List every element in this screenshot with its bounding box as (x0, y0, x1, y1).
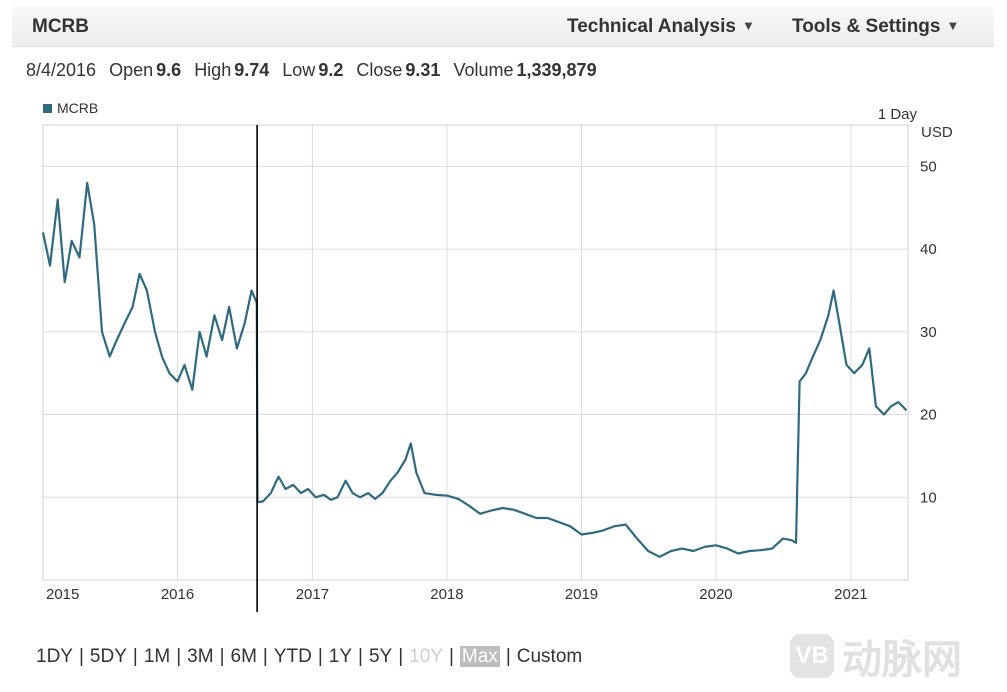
range-separator: | (132, 646, 138, 667)
technical-analysis-label: Technical Analysis (567, 16, 736, 37)
close-label: Close (356, 60, 403, 80)
range-separator: | (78, 646, 84, 667)
x-tick-label: 2015 (46, 586, 79, 603)
range-option-6m[interactable]: 6M (230, 646, 257, 667)
technical-analysis-menu[interactable]: Technical Analysis ▼ (567, 16, 755, 38)
x-tick-label: 2017 (296, 586, 329, 603)
range-option-5dy[interactable]: 5DY (89, 646, 127, 667)
x-tick-label: 2019 (565, 586, 598, 603)
tools-settings-label: Tools & Settings (792, 16, 941, 37)
low-value: 9.2 (318, 60, 344, 80)
interval-label: 1 Day (878, 106, 918, 123)
y-tick-label: 50 (920, 158, 937, 175)
x-tick-label: 2016 (161, 586, 194, 603)
range-option-1m[interactable]: 1M (143, 646, 171, 667)
x-tick-label: 2021 (834, 586, 867, 603)
series-line-mcrb (41, 181, 908, 558)
plot-frame (42, 124, 909, 581)
range-separator: | (358, 646, 363, 667)
range-option-1y[interactable]: 1Y (328, 646, 353, 667)
watermark-text: 动脉网 (842, 638, 962, 682)
caret-down-icon: ▼ (741, 18, 755, 33)
range-selector: 1DY | 5DY | 1M | 3M | 6M | YTD | 1Y | 5Y | 10Y | Max | Custo… (36, 646, 582, 668)
chart-grid (43, 125, 908, 580)
high-label: High (194, 60, 232, 80)
chart-header: MCRB Technical Analysis ▼ Tools & Setting… (12, 6, 994, 47)
ticker-symbol: MCRB (32, 16, 89, 37)
range-separator: | (398, 646, 404, 667)
watermark: VB 动脉网 (790, 628, 1000, 684)
volume-value: 1,339,879 (516, 60, 597, 80)
range-separator: | (219, 646, 225, 667)
range-option-ytd[interactable]: YTD (273, 646, 312, 667)
volume-label: Volume (453, 60, 514, 80)
tools-settings-menu[interactable]: Tools & Settings ▼ (792, 16, 959, 38)
y-axis-labels: 10 20 30 40 50 (920, 158, 937, 506)
range-option-custom[interactable]: Custom (516, 646, 583, 667)
quote-readout: 8/4/2016 Open 9.6 High 9.74 Low 9.2 Close 9.… (26, 60, 597, 81)
open-value: 9.6 (156, 60, 182, 80)
range-option-5y[interactable]: 5Y (368, 646, 393, 667)
range-option-10y: 10Y (409, 646, 443, 667)
quote-date: 8/4/2016 (26, 60, 97, 80)
range-option-3m[interactable]: 3M (187, 646, 214, 667)
range-separator: | (176, 646, 182, 667)
currency-label: USD (921, 124, 953, 141)
range-option-1dy[interactable]: 1DY (36, 646, 73, 667)
range-separator: | (505, 646, 511, 667)
range-separator: | (317, 646, 323, 667)
range-separator: | (448, 646, 454, 667)
range-option-max[interactable]: Max (459, 646, 500, 667)
y-tick-label: 30 (920, 324, 937, 341)
y-tick-label: 10 (920, 489, 937, 506)
legend-label-mcrb: MCRB (57, 100, 98, 116)
open-label: Open (109, 60, 154, 80)
y-tick-label: 20 (920, 407, 937, 424)
y-tick-label: 40 (920, 241, 937, 258)
legend-swatch-mcrb (43, 104, 52, 113)
x-axis-labels: 2015 2016 2017 2018 2019 2020 2021 (46, 586, 868, 603)
x-tick-label: 2020 (699, 586, 732, 603)
high-value: 9.74 (234, 60, 270, 80)
low-label: Low (282, 60, 316, 80)
caret-down-icon: ▼ (946, 18, 960, 33)
range-separator: | (262, 646, 268, 667)
watermark-logo-icon: VB (790, 634, 834, 678)
close-value: 9.31 (405, 60, 441, 80)
x-tick-label: 2018 (430, 586, 463, 603)
